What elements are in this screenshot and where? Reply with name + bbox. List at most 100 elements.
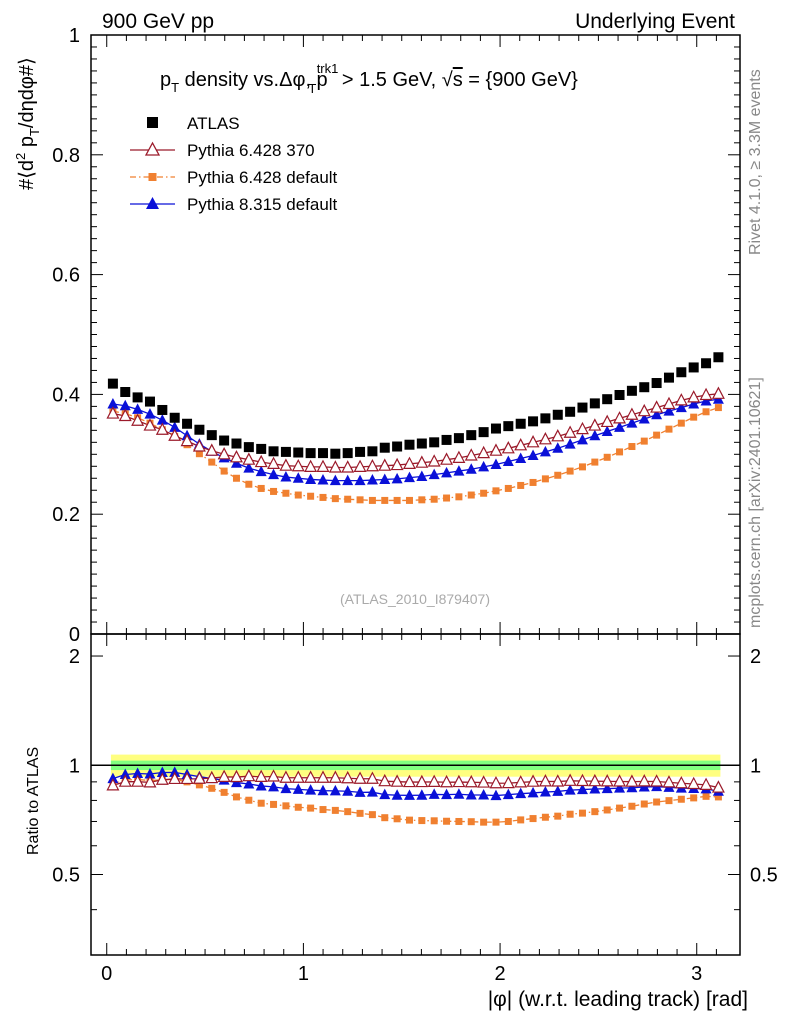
point-2 [541, 475, 549, 483]
ratio-point-1 [143, 775, 157, 788]
ratio-point-2 [195, 781, 203, 789]
point-1 [143, 418, 157, 431]
ratio-point-1 [304, 770, 318, 783]
ratio-point-2 [480, 818, 488, 826]
point-3 [292, 472, 304, 483]
ratio-point-2 [430, 817, 438, 825]
point-2 [504, 484, 512, 492]
point-3 [614, 421, 626, 432]
point-2 [455, 493, 463, 501]
ratio-point-2 [405, 816, 413, 824]
ratio-point-1 [600, 774, 614, 787]
legend-marker-py6-370 [144, 141, 161, 156]
atlas-point [157, 404, 168, 415]
atlas-point [701, 358, 712, 369]
atlas-point [293, 447, 304, 458]
ratio-point-1 [687, 776, 701, 790]
ratio-point-2 [591, 808, 599, 816]
ratio-point-3 [403, 789, 415, 800]
ratio-point-3 [552, 785, 564, 796]
point-3 [342, 474, 354, 486]
point-3 [366, 474, 378, 485]
point-3 [169, 421, 181, 432]
ratio-point-3 [564, 784, 576, 795]
ratio-point-3 [601, 782, 613, 794]
point-1 [365, 458, 379, 472]
ratio-markers [106, 766, 725, 826]
legend-label-py6-370: Pythia 6.428 370 [187, 141, 315, 160]
point-3 [626, 417, 638, 428]
point-1 [674, 393, 688, 406]
point-2 [443, 494, 451, 502]
atlas-point [614, 389, 625, 400]
atlas-point [355, 446, 366, 457]
point-3 [688, 397, 700, 409]
point-3 [700, 394, 712, 406]
atlas-point [503, 421, 514, 432]
ratio-point-2 [393, 815, 401, 823]
atlas-point [651, 378, 662, 389]
atlas-point [120, 387, 131, 398]
point-3 [675, 401, 687, 413]
atlas-point [478, 427, 489, 438]
ratio-point-3 [132, 767, 144, 779]
ratio-point-2 [603, 806, 611, 814]
ratio-point-3 [614, 782, 626, 793]
point-2 [331, 495, 339, 503]
axis-ticks: 0 1 2 3 0 0.2 0.4 0.6 0.8 1 0.5 0.5 1 1 2 2 [52, 25, 778, 985]
ratio-point-2 [690, 794, 698, 802]
point-2 [257, 484, 265, 492]
ratio-point-3 [144, 768, 156, 779]
point-2 [405, 496, 413, 504]
ratio-point-3 [169, 766, 181, 777]
point-2 [294, 491, 302, 499]
point-3 [354, 474, 366, 486]
point-3 [576, 433, 588, 445]
point-1 [687, 390, 701, 403]
ratio-tick-label: 2 [69, 646, 80, 668]
atlas-point [280, 446, 291, 457]
point-1 [205, 443, 219, 456]
point-1 [341, 460, 355, 473]
atlas-point [367, 446, 378, 457]
point-1 [304, 459, 318, 472]
atlas-point [688, 362, 699, 373]
ratio-point-2 [443, 817, 451, 825]
point-1 [625, 407, 639, 420]
ratio-point-2 [344, 808, 352, 816]
point-1 [699, 387, 713, 401]
point-3 [416, 470, 428, 481]
atlas-point [268, 446, 279, 457]
ratio-point-1 [501, 775, 515, 789]
point-2 [603, 453, 611, 461]
ratio-point-2 [640, 800, 648, 808]
ratio-point-2 [628, 802, 636, 810]
atlas-point [528, 416, 539, 427]
ratio-point-1 [415, 774, 429, 788]
point-3 [255, 465, 267, 477]
ratio-point-1 [452, 774, 466, 788]
point-1 [242, 452, 256, 465]
atlas-point [342, 448, 353, 459]
atlas-point [206, 430, 217, 441]
ratio-point-2 [714, 793, 722, 801]
point-3 [651, 408, 663, 420]
point-1 [477, 445, 491, 459]
point-2 [492, 487, 500, 495]
ratio-point-1 [674, 775, 688, 789]
point-3 [428, 468, 440, 480]
ratio-point-2 [257, 799, 265, 807]
ratio-point-3 [305, 784, 317, 795]
point-2 [195, 450, 203, 458]
legend-label-py8: Pythia 8.315 default [187, 195, 338, 214]
atlas-point [256, 443, 267, 454]
point-2 [356, 496, 364, 504]
ratio-point-3 [502, 788, 514, 800]
ratio-point-1 [427, 774, 441, 787]
ratio-point-1 [563, 773, 577, 786]
point-2 [529, 478, 537, 486]
y-tick-label: 0.2 [52, 504, 80, 526]
point-1 [588, 418, 602, 431]
ratio-point-3 [292, 783, 304, 794]
point-2 [381, 496, 389, 504]
